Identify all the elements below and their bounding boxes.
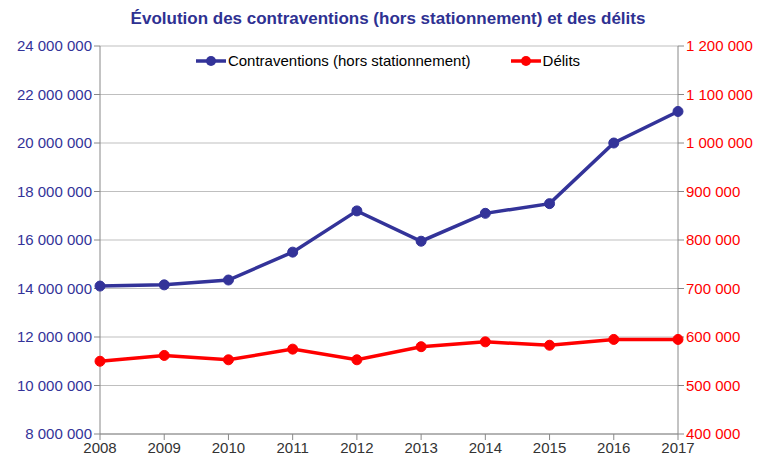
svg-text:8 000 000: 8 000 000 bbox=[25, 425, 92, 442]
html-text:Délits: Délits bbox=[542, 52, 581, 69]
svg-text:20 000 000: 20 000 000 bbox=[17, 134, 92, 151]
svg-text:1 100 000: 1 100 000 bbox=[686, 86, 753, 103]
svg-text:10 000 000: 10 000 000 bbox=[17, 377, 92, 394]
svg-text:600 000: 600 000 bbox=[686, 328, 740, 345]
svg-text:18 000 000: 18 000 000 bbox=[17, 183, 92, 200]
svg-text:500 000: 500 000 bbox=[686, 377, 740, 394]
svg-text:400 000: 400 000 bbox=[686, 425, 740, 442]
svg-text:1 000 000: 1 000 000 bbox=[686, 134, 753, 151]
svg-text:2010: 2010 bbox=[212, 439, 245, 456]
svg-text:2016: 2016 bbox=[597, 439, 630, 456]
svg-text:2011: 2011 bbox=[277, 439, 309, 456]
svg-text:2013: 2013 bbox=[404, 439, 437, 456]
svg-text:16 000 000: 16 000 000 bbox=[17, 231, 92, 248]
svg-text:900 000: 900 000 bbox=[686, 183, 740, 200]
html-text:Contraventions (hors stationne: Contraventions (hors stationnement) bbox=[227, 52, 471, 69]
html-text:Évolution des contraventions (: Évolution des contraventions (hors stati… bbox=[130, 9, 646, 28]
svg-text:12 000 000: 12 000 000 bbox=[17, 328, 92, 345]
svg-text:14 000 000: 14 000 000 bbox=[17, 280, 92, 297]
svg-text:22 000 000: 22 000 000 bbox=[17, 86, 92, 103]
svg-text:2015: 2015 bbox=[533, 439, 566, 456]
svg-text:800 000: 800 000 bbox=[686, 231, 740, 248]
svg-text:2017: 2017 bbox=[661, 438, 695, 456]
svg-text:2012: 2012 bbox=[340, 439, 373, 456]
svg-text:2009: 2009 bbox=[148, 439, 181, 456]
svg-text:700 000: 700 000 bbox=[686, 280, 740, 297]
svg-text:2014: 2014 bbox=[469, 439, 502, 456]
svg-text:2008: 2008 bbox=[83, 438, 117, 456]
svg-text:24 000 000: 24 000 000 bbox=[17, 37, 92, 54]
svg-text:1 200 000: 1 200 000 bbox=[686, 37, 753, 54]
